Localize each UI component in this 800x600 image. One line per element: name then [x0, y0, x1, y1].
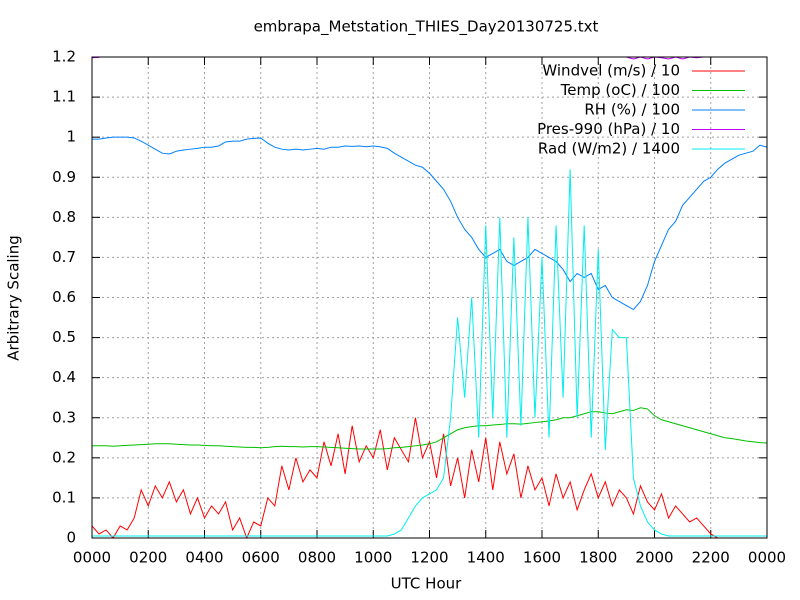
- legend-label: Temp (oC) / 100: [560, 81, 680, 99]
- series: [92, 57, 767, 538]
- series-line: [92, 417, 767, 538]
- y-tick-label: 0.4: [52, 368, 76, 386]
- legend-label: RH (%) / 100: [584, 101, 680, 119]
- legend-label: Rad (W/m2) / 1400: [538, 140, 680, 158]
- series-line: [92, 169, 767, 537]
- x-tick-label: 0200: [129, 549, 167, 567]
- y-tick-label: 1.1: [52, 88, 76, 106]
- x-tick-label: 2000: [635, 549, 673, 567]
- x-tick-label: 0000: [748, 549, 786, 567]
- series-line: [92, 407, 767, 450]
- x-tick-label: 1400: [467, 549, 505, 567]
- y-tick-label: 0: [66, 529, 76, 547]
- y-tick-label: 0.8: [52, 208, 76, 226]
- x-tick-label: 1000: [354, 549, 392, 567]
- y-tick-label: 0.5: [52, 328, 76, 346]
- x-tick-label: 0400: [185, 549, 223, 567]
- x-tick-label: 1600: [523, 549, 561, 567]
- y-tick-label: 0.1: [52, 488, 76, 506]
- x-axis-label: UTC Hour: [391, 575, 462, 593]
- y-tick-label: 0.7: [52, 248, 76, 266]
- x-tick-label: 0800: [298, 549, 336, 567]
- y-tick-label: 0.6: [52, 288, 76, 306]
- y-tick-label: 0.3: [52, 408, 76, 426]
- x-tick-label: 1800: [579, 549, 617, 567]
- y-tick-label: 0.9: [52, 168, 76, 186]
- series-line: [92, 136, 767, 311]
- legend-label: Pres-990 (hPa) / 10: [537, 120, 680, 138]
- y-tick-label: 0.2: [52, 448, 76, 466]
- y-tick-label: 1: [66, 128, 76, 146]
- x-tick-label: 1200: [410, 549, 448, 567]
- x-tick-label: 0000: [73, 549, 111, 567]
- x-tick-label: 2200: [692, 549, 730, 567]
- y-tick-label: 1.2: [52, 48, 76, 66]
- legend-label: Windvel (m/s) / 10: [542, 62, 680, 80]
- chart-title: embrapa_Metstation_THIES_Day20130725.txt: [254, 18, 599, 37]
- y-axis-label: Arbitrary Scaling: [5, 235, 23, 361]
- x-tick-label: 0600: [242, 549, 280, 567]
- plot-border: [91, 56, 768, 539]
